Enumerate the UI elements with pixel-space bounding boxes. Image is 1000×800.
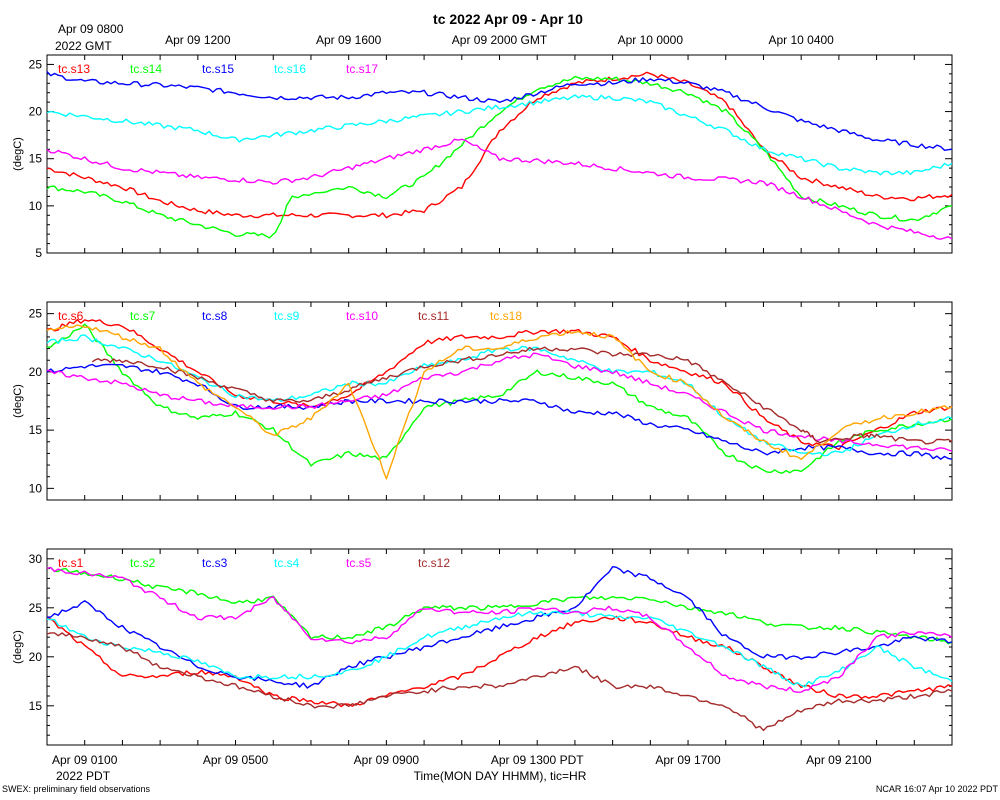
plot-frame [46, 301, 953, 501]
series-line-tc.s1 [46, 615, 953, 708]
series-line-tc.s17 [46, 138, 953, 240]
series-line-tc.s14 [46, 75, 953, 239]
legend-label-tc.s12: tc.s12 [418, 556, 450, 570]
y-tick-label: 20 [29, 650, 43, 664]
series-line-tc.s4 [46, 610, 953, 688]
y-axis-label: (degC) [12, 630, 24, 664]
legend-label-tc.s15: tc.s15 [202, 62, 234, 76]
series-line-tc.s3 [46, 566, 953, 689]
bottom-axis-label: Apr 09 1300 PDT [491, 753, 584, 767]
series-line-tc.s18 [46, 324, 953, 480]
y-tick-label: 20 [29, 105, 43, 119]
chart-title: tc 2022 Apr 09 - Apr 10 [433, 11, 583, 27]
series-line-tc.s11 [91, 346, 953, 445]
bottom-axis-label: Apr 09 0500 [203, 753, 269, 767]
series-line-tc.s8 [46, 363, 953, 460]
y-axis-label: (degC) [12, 137, 24, 171]
y-axis-label: (degC) [12, 384, 24, 418]
panel-2: 10 15 20 25 (degC) tc.s6 tc.s7 tc.s8 tc.s9 tc.s10… [12, 301, 953, 501]
y-tick-label: 20 [29, 365, 43, 379]
legend-label-tc.s18: tc.s18 [490, 309, 522, 323]
legend-label-tc.s1: tc.s1 [58, 556, 84, 570]
y-tick-label: 15 [29, 423, 43, 437]
bottom-axis-label: Apr 09 0900 [354, 753, 420, 767]
series-line-tc.s13 [46, 71, 953, 219]
y-tick-label: 15 [29, 699, 43, 713]
plot-frame [46, 54, 953, 254]
series-line-tc.s15 [46, 71, 953, 152]
plot-frame [46, 548, 953, 746]
panel-1: 5 10 15 20 25 (degC) tc.s13 tc.s14 tc.s15 tc.s16 t… [12, 54, 953, 260]
y-tick-label: 25 [29, 57, 43, 71]
series-line-tc.s2 [46, 566, 953, 645]
legend-label-tc.s16: tc.s16 [274, 62, 306, 76]
legend-label-tc.s7: tc.s7 [130, 309, 156, 323]
legend-label-tc.s2: tc.s2 [130, 556, 156, 570]
legend-label-tc.s10: tc.s10 [346, 309, 378, 323]
top-axis-label: Apr 09 1600 [316, 33, 382, 47]
top-axis-year-label: 2022 GMT [55, 39, 112, 53]
y-tick-label: 30 [29, 552, 43, 566]
series-line-tc.s6 [46, 319, 953, 451]
series-line-tc.s10 [46, 352, 953, 452]
bottom-axis-label: Apr 09 1700 [655, 753, 721, 767]
bottom-time-axis: Apr 09 0100 Apr 09 0500 Apr 09 0900 Apr 09 … [52, 753, 872, 783]
legend-label-tc.s14: tc.s14 [130, 62, 162, 76]
y-tick-label: 10 [29, 481, 43, 495]
legend-label-tc.s11: tc.s11 [418, 309, 449, 323]
y-tick-label: 10 [29, 199, 43, 213]
legend-label-tc.s4: tc.s4 [274, 556, 300, 570]
bottom-axis-label: Apr 09 2100 [806, 753, 872, 767]
y-tick-label: 15 [29, 152, 43, 166]
legend-label-tc.s9: tc.s9 [274, 309, 300, 323]
bottom-axis-label: Apr 09 0100 [52, 753, 118, 767]
top-axis-label: Apr 09 1200 [165, 33, 231, 47]
legend-label-tc.s8: tc.s8 [202, 309, 228, 323]
series-line-tc.s16 [46, 94, 953, 176]
y-tick-label: 25 [29, 307, 43, 321]
y-tick-label: 5 [35, 246, 42, 260]
legend-label-tc.s13: tc.s13 [58, 62, 90, 76]
legend-label-tc.s3: tc.s3 [202, 556, 228, 570]
series-line-tc.s12 [46, 632, 953, 732]
series-line-tc.s7 [46, 323, 953, 474]
legend-label-tc.s17: tc.s17 [346, 62, 378, 76]
footer-right-note: NCAR 16:07 Apr 10 2022 PDT [876, 784, 999, 794]
top-axis-label: Apr 09 2000 GMT [452, 33, 548, 47]
panel-3: 15 20 25 30 (degC) tc.s1 tc.s2 tc.s3 tc.s4 tc.s5 t… [12, 548, 953, 746]
series-line-tc.s5 [46, 566, 953, 693]
top-axis-label: Apr 10 0400 [768, 33, 834, 47]
footer-left-note: SWEX: preliminary field observations [2, 784, 151, 794]
x-axis-label: Time(MON DAY HHMM), tic=HR [414, 769, 587, 783]
y-tick-label: 25 [29, 601, 43, 615]
series-line-tc.s9 [46, 334, 953, 457]
top-axis-label: Apr 10 0000 [618, 33, 684, 47]
bottom-axis-year-label: 2022 PDT [56, 769, 111, 783]
legend-label-tc.s6: tc.s6 [58, 309, 84, 323]
top-axis-first-label: Apr 09 0800 [58, 22, 124, 36]
top-time-axis: Apr 09 0800 2022 GMT Apr 09 1200 Apr 09 160… [55, 22, 834, 53]
legend-label-tc.s5: tc.s5 [346, 556, 372, 570]
